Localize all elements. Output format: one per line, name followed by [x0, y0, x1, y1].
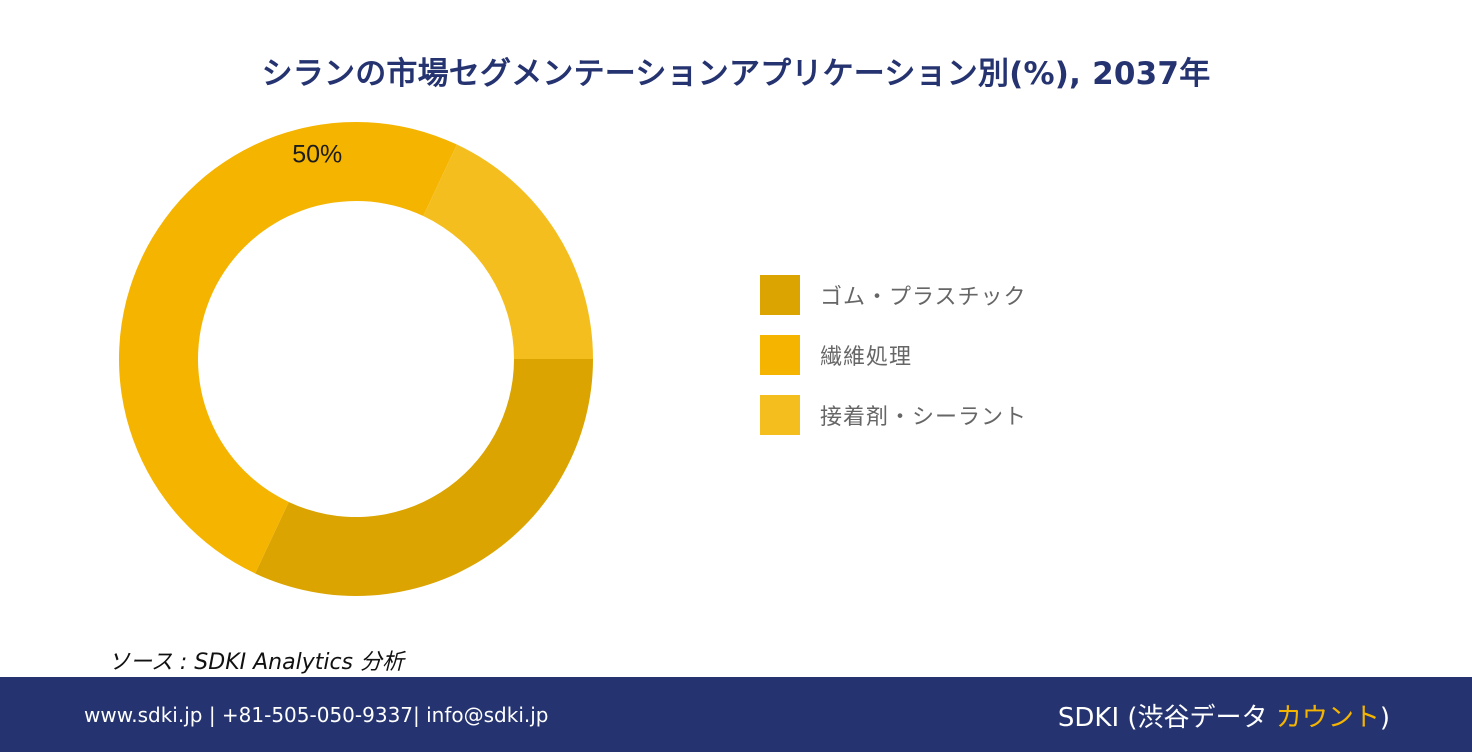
brand-prefix: SDKI (渋谷データ	[1057, 703, 1276, 733]
footer-brand: SDKI (渋谷データ カウント)	[1058, 697, 1390, 734]
donut-slice-1	[255, 359, 593, 596]
donut-chart: 50%	[118, 121, 593, 596]
chart-title: シランの市場セグメンテーションアプリケーション別(%), 2037年	[261, 56, 1211, 92]
footer-contact: www.sdki.jp | +81-505-050-9337| info@sdk…	[84, 703, 549, 727]
donut-slice-3	[423, 144, 593, 359]
legend-item: 繊維処理	[760, 335, 1027, 375]
footer-bar: www.sdki.jp | +81-505-050-9337| info@sdk…	[0, 677, 1472, 752]
slice-data-label: 50%	[292, 140, 342, 168]
brand-suffix: )	[1379, 703, 1390, 733]
legend-item: 接着剤・シーラント	[760, 395, 1027, 435]
chart-legend: ゴム・プラスチック 繊維処理接着剤・シーラント	[760, 275, 1027, 455]
legend-swatch	[760, 395, 800, 435]
legend-label: 繊維処理	[820, 345, 913, 370]
brand-accent: カウント	[1275, 703, 1380, 733]
legend-swatch	[760, 335, 800, 375]
legend-label: ゴム・プラスチック	[820, 285, 1027, 310]
source-note: ソース : SDKI Analytics 分析	[108, 650, 405, 675]
legend-swatch	[760, 275, 800, 315]
legend-item: ゴム・プラスチック	[760, 275, 1027, 315]
donut-slice-2	[118, 121, 457, 574]
legend-label: 接着剤・シーラント	[820, 405, 1028, 430]
